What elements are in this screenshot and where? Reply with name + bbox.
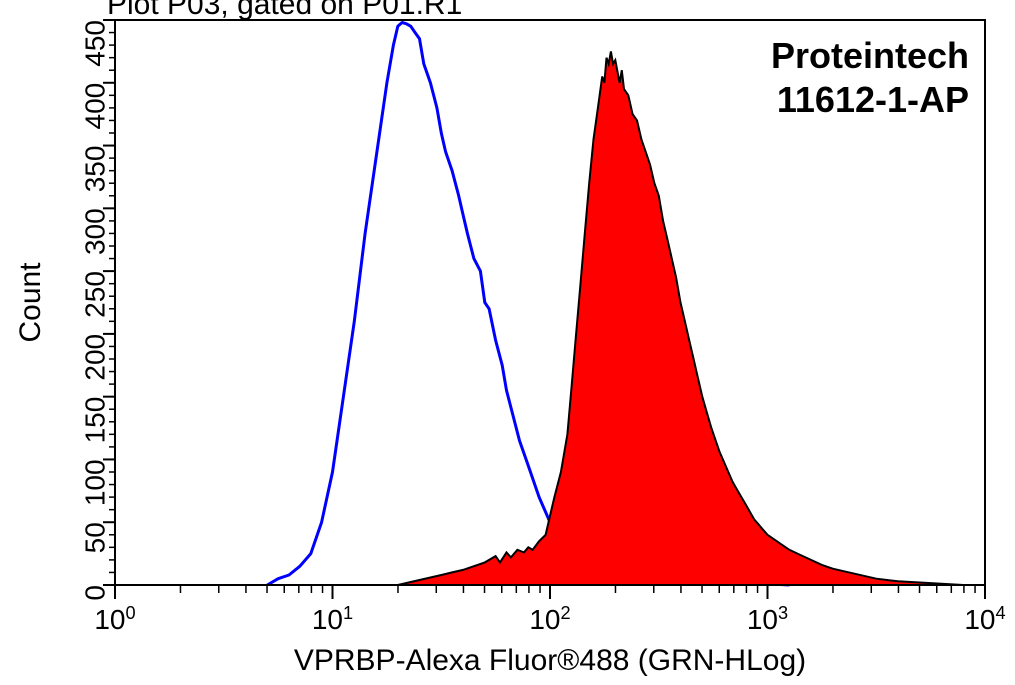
y-tick-label: 350 <box>79 146 110 193</box>
x-tick-label: 102 <box>529 603 570 635</box>
x-tick-label: 104 <box>964 603 1005 635</box>
plot-title: Plot P03, gated on P01.R1 <box>107 0 462 21</box>
flow-cytometry-histogram: 0 50 100 150 200 250 300 350 400 450 Count 100 101 10… <box>0 0 1015 685</box>
x-tick-label: 103 <box>747 603 788 635</box>
x-tick-label: 100 <box>94 603 135 635</box>
y-tick-label: 100 <box>79 459 110 506</box>
y-tick-label: 300 <box>79 208 110 255</box>
brand-label-line2: 11612-1-AP <box>777 79 969 120</box>
y-tick-label: 400 <box>79 83 110 130</box>
brand-label-line1: Proteintech <box>771 35 969 76</box>
y-tick-label: 250 <box>79 271 110 318</box>
y-tick-label: 0 <box>79 585 110 601</box>
y-tick-label: 150 <box>79 397 110 444</box>
chart-svg: 0 50 100 150 200 250 300 350 400 450 Count 100 101 10… <box>0 0 1015 685</box>
y-axis-label: Count <box>14 262 47 343</box>
y-tick-label: 200 <box>79 334 110 381</box>
x-axis-label: VPRBP-Alexa Fluor®488 (GRN-HLog) <box>294 644 806 677</box>
x-tick-label: 101 <box>312 603 353 635</box>
y-tick-label: 450 <box>79 20 110 67</box>
y-tick-label: 50 <box>79 522 110 553</box>
